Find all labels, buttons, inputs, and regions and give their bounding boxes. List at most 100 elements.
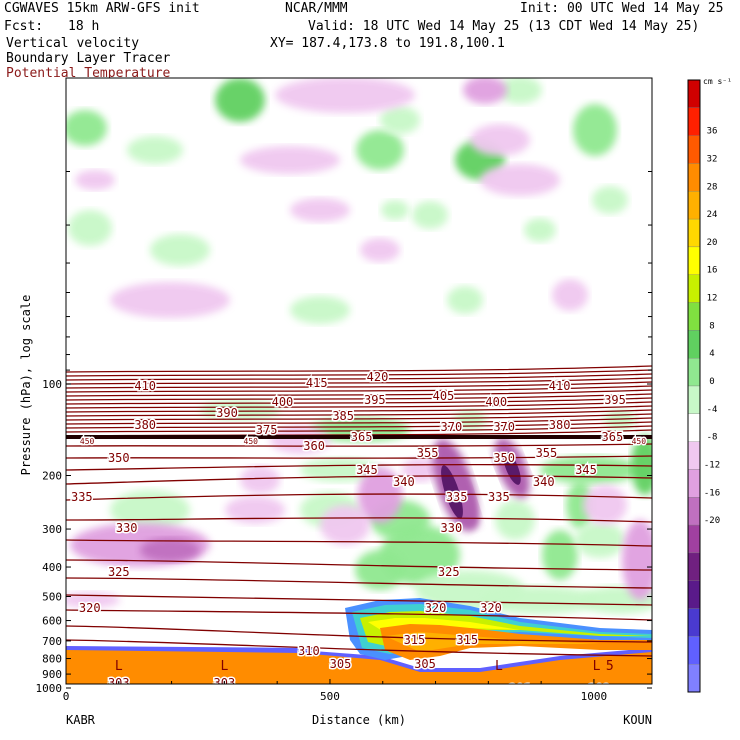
theta-label: 400	[485, 395, 507, 409]
field-potential-temperature: Potential Temperature	[6, 66, 171, 81]
theta-label: 450	[244, 437, 259, 446]
colorbar-frame	[687, 79, 701, 693]
downdraft-region	[140, 538, 200, 562]
colorbar-label: -16	[704, 488, 720, 498]
colorbar-swatch	[687, 246, 701, 275]
colorbar-swatch	[687, 218, 701, 248]
theta-line	[66, 421, 652, 429]
y-tick-label: 500	[42, 590, 62, 603]
theta-label: 450	[632, 437, 647, 446]
downdraft-region	[360, 238, 400, 262]
theta-label: 325	[108, 565, 130, 579]
y-tick-label: 1000	[36, 682, 63, 695]
updraft-region	[454, 410, 486, 430]
y-tick-label: 600	[42, 615, 62, 628]
theta-label: 350	[108, 451, 130, 465]
theta-contours	[66, 365, 652, 657]
colorbar-swatch	[687, 330, 701, 359]
x-tick-label: 1000	[581, 690, 608, 703]
theta-line	[66, 443, 652, 447]
theta-label: 330	[116, 521, 138, 535]
downdraft-region	[240, 146, 340, 174]
updraft-region	[380, 106, 420, 134]
theta-label: 320	[79, 601, 101, 615]
downdraft-region	[583, 485, 627, 525]
theta-line	[66, 389, 652, 397]
downdraft-region	[75, 170, 115, 190]
updraft-region	[631, 435, 652, 495]
colorbar-label: -20	[704, 516, 720, 526]
theta-line	[66, 369, 652, 377]
tracer-band	[385, 632, 600, 652]
theta-line	[66, 559, 652, 571]
theta-line	[66, 373, 652, 381]
downdraft-core-strong	[441, 465, 463, 519]
theta-line	[66, 385, 652, 393]
colorbar-label: -8	[707, 433, 718, 443]
colorbar-label: -4	[707, 405, 718, 415]
colorbar-swatch	[687, 552, 701, 581]
theta-label: 410	[134, 379, 156, 393]
colorbar-label: -12	[704, 460, 720, 470]
colorbar-label: 16	[707, 266, 718, 276]
fcst-label: Fcst:	[4, 19, 44, 34]
theta-line	[66, 381, 652, 389]
theta-label: 330	[441, 521, 463, 535]
theta-line	[66, 625, 652, 643]
theta-label: 365	[351, 430, 373, 444]
theta-label: 420	[367, 370, 389, 384]
colorbar-swatch	[687, 497, 701, 526]
theta-label: 375	[256, 423, 278, 437]
theta-line	[66, 401, 652, 409]
colorbar-swatch	[687, 163, 701, 192]
updraft-region	[498, 78, 542, 104]
colorbar-swatch	[687, 441, 701, 470]
surface-label: 5	[606, 659, 614, 674]
x-tick-label: 0	[63, 690, 70, 703]
theta-label: 335	[488, 490, 510, 504]
xy-endpoints: XY= 187.4,173.8 to 191.8,100.1	[270, 36, 505, 51]
theta-label: 303	[214, 676, 236, 690]
theta-line	[66, 425, 652, 433]
tracer-edge	[66, 646, 320, 650]
downdraft-core	[451, 471, 479, 529]
downdraft-region	[622, 520, 652, 600]
colorbar-label: 8	[709, 321, 714, 331]
updraft-region	[542, 530, 578, 580]
theta-label: 450	[80, 437, 95, 446]
y-tick-label: 800	[42, 653, 62, 666]
left-endpoint-label: KABR	[66, 713, 96, 727]
colorbar-swatch	[687, 107, 701, 136]
colorbar-label: 0	[709, 377, 714, 387]
downdraft-region	[225, 496, 285, 524]
tracer-band	[66, 650, 652, 684]
updraft-region	[495, 500, 535, 540]
updraft-region	[215, 78, 265, 122]
valid-time: Valid: 18 UTC Wed 14 May 25 (13 CDT Wed …	[308, 19, 700, 34]
updraft-region	[524, 218, 556, 242]
colorbar-swatch	[687, 135, 701, 164]
theta-line	[66, 609, 652, 621]
colorbar-unit: cm s⁻¹	[703, 77, 732, 86]
title-model: CGWAVES 15km ARW-GFS init	[4, 1, 200, 16]
updraft-region	[412, 201, 448, 229]
tropopause-band	[66, 435, 652, 439]
updraft-region	[355, 550, 405, 590]
theta-label: 360	[303, 439, 325, 453]
theta-line	[66, 397, 652, 405]
theta-label: 305	[330, 657, 352, 671]
y-tick-label: 900	[42, 668, 62, 681]
colorbar-swatch	[687, 608, 701, 637]
theta-line	[66, 413, 652, 421]
theta-label: 320	[480, 601, 502, 615]
theta-label: 370	[441, 420, 463, 434]
theta-label: 355	[536, 446, 558, 460]
title-center: NCAR/MMM	[285, 1, 348, 16]
theta-label: 400	[272, 395, 294, 409]
vertical-velocity-field	[66, 78, 652, 614]
downdraft-region	[552, 279, 588, 311]
updraft-region	[573, 104, 617, 156]
surface-label: L	[220, 659, 228, 674]
theta-line	[66, 577, 652, 589]
